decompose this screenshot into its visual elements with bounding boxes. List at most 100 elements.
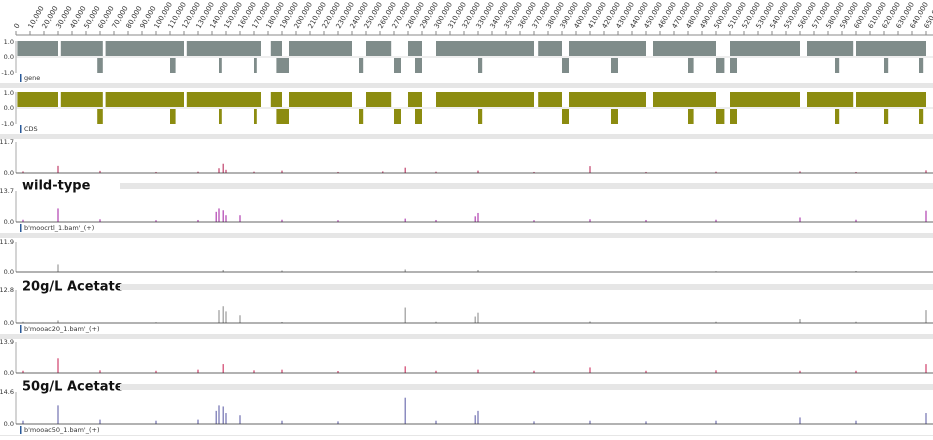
feature-plus bbox=[653, 92, 716, 107]
track-label: b'mooac20_1.bam'_(+) bbox=[24, 325, 99, 333]
track-label: gene bbox=[24, 74, 40, 82]
feature-minus bbox=[688, 109, 694, 124]
feature-minus bbox=[884, 58, 889, 73]
y-tick-label: 1.0 bbox=[4, 89, 14, 97]
y-tick-label: 13.7 bbox=[0, 187, 14, 195]
track-label: CDS bbox=[24, 125, 38, 133]
y-tick-label: 0.0 bbox=[4, 53, 14, 61]
feature-minus bbox=[394, 58, 401, 73]
feature-minus bbox=[730, 58, 737, 73]
feature-minus bbox=[170, 58, 176, 73]
feature-plus bbox=[408, 92, 422, 107]
feature-minus bbox=[562, 58, 569, 73]
feature-plus bbox=[653, 41, 716, 56]
feature-plus bbox=[105, 92, 184, 107]
condition-heading: 20g/L Acetate bbox=[22, 280, 124, 295]
feature-minus bbox=[478, 58, 483, 73]
y-tick-label: 1.0 bbox=[4, 38, 14, 46]
y-tick-label: 12.8 bbox=[0, 286, 14, 294]
y-tick-label: 11.9 bbox=[0, 238, 14, 246]
feature-minus bbox=[359, 109, 364, 124]
y-tick-label: 0.0 bbox=[4, 169, 14, 177]
feature-minus bbox=[276, 109, 289, 124]
feature-minus bbox=[478, 109, 483, 124]
y-tick-label: -1.0 bbox=[1, 120, 14, 128]
track-label: b'mooac50_1.bam'_(+) bbox=[24, 426, 99, 434]
track-label-marker bbox=[20, 325, 22, 333]
feature-plus bbox=[186, 92, 261, 107]
y-tick-label: 0.0 bbox=[4, 369, 14, 377]
feature-minus bbox=[611, 109, 618, 124]
feature-minus bbox=[730, 109, 737, 124]
feature-plus bbox=[856, 41, 926, 56]
feature-plus bbox=[17, 41, 58, 56]
feature-plus bbox=[105, 41, 184, 56]
feature-minus bbox=[394, 109, 401, 124]
feature-plus bbox=[366, 41, 392, 56]
condition-heading: wild-type bbox=[22, 179, 91, 194]
y-tick-label: -1.0 bbox=[1, 69, 14, 77]
track-label-marker bbox=[20, 426, 22, 434]
y-tick-label: 14.6 bbox=[0, 388, 14, 396]
separator bbox=[120, 284, 933, 290]
feature-plus bbox=[569, 41, 646, 56]
feature-plus bbox=[289, 92, 352, 107]
feature-minus bbox=[415, 58, 422, 73]
y-tick-label: 13.9 bbox=[0, 338, 14, 346]
feature-minus bbox=[219, 58, 222, 73]
feature-plus bbox=[60, 41, 103, 56]
feature-minus bbox=[562, 109, 569, 124]
y-tick-label: 0.0 bbox=[4, 268, 14, 276]
separator bbox=[0, 83, 933, 88]
feature-minus bbox=[254, 109, 257, 124]
feature-plus bbox=[856, 92, 926, 107]
feature-plus bbox=[270, 92, 282, 107]
feature-minus bbox=[716, 58, 725, 73]
feature-minus bbox=[919, 109, 924, 124]
y-tick-label: 0.0 bbox=[4, 218, 14, 226]
feature-minus bbox=[359, 58, 364, 73]
feature-minus bbox=[835, 58, 840, 73]
feature-plus bbox=[538, 41, 562, 56]
track-label-marker bbox=[20, 74, 22, 82]
feature-plus bbox=[408, 41, 422, 56]
feature-minus bbox=[919, 58, 924, 73]
separator bbox=[0, 233, 933, 238]
feature-minus bbox=[835, 109, 840, 124]
track-label-marker bbox=[20, 125, 22, 133]
ruler-label: 650,000 bbox=[923, 1, 933, 30]
feature-plus bbox=[60, 92, 103, 107]
feature-minus bbox=[276, 58, 289, 73]
feature-minus bbox=[716, 109, 725, 124]
feature-minus bbox=[97, 109, 103, 124]
feature-plus bbox=[436, 92, 534, 107]
feature-plus bbox=[289, 41, 352, 56]
feature-plus bbox=[569, 92, 646, 107]
y-tick-label: 0.0 bbox=[4, 420, 14, 428]
condition-heading: 50g/L Acetate bbox=[22, 380, 124, 395]
y-tick-label: 0.0 bbox=[4, 104, 14, 112]
feature-minus bbox=[611, 58, 618, 73]
feature-plus bbox=[366, 92, 392, 107]
feature-plus bbox=[17, 92, 58, 107]
feature-plus bbox=[436, 41, 534, 56]
feature-minus bbox=[415, 109, 422, 124]
ruler-label: 0 bbox=[13, 22, 22, 30]
feature-minus bbox=[688, 58, 694, 73]
feature-minus bbox=[97, 58, 103, 73]
feature-plus bbox=[807, 92, 854, 107]
separator bbox=[0, 334, 933, 339]
feature-plus bbox=[730, 92, 800, 107]
feature-plus bbox=[538, 92, 562, 107]
y-tick-label: 11.7 bbox=[0, 138, 14, 146]
track-label-marker bbox=[20, 224, 22, 232]
separator bbox=[120, 183, 933, 189]
separator bbox=[120, 384, 933, 390]
feature-plus bbox=[730, 41, 800, 56]
feature-plus bbox=[186, 41, 261, 56]
track-label: b'moocrtl_1.bam'_(+) bbox=[24, 224, 94, 232]
separator bbox=[0, 134, 933, 139]
feature-minus bbox=[170, 109, 176, 124]
